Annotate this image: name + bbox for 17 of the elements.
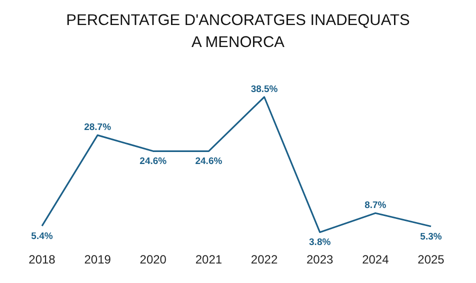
data-label: 24.6% [140,156,168,168]
data-label: 5.3% [420,231,442,242]
data-label: 28.7% [84,122,112,134]
x-tick-label: 2025 [418,252,445,267]
x-tick-label: 2021 [195,252,222,267]
chart-title: PERCENTATGE D'ANCORATGES INADEQUATS A MENORCA [65,11,411,53]
x-tick-label: 2023 [306,252,334,267]
data-label: 38.5% [250,84,278,95]
data-label: 5.4% [31,230,54,242]
data-label: 24.6% [195,156,223,168]
x-tick-label: 2020 [140,252,167,267]
x-tick-label: 2022 [250,252,278,267]
x-tick-label: 2019 [84,252,112,267]
data-label: 3.8% [309,237,332,248]
x-tick-label: 2024 [362,252,390,267]
x-tick-label: 2018 [28,252,56,267]
data-label: 8.7% [364,200,387,212]
